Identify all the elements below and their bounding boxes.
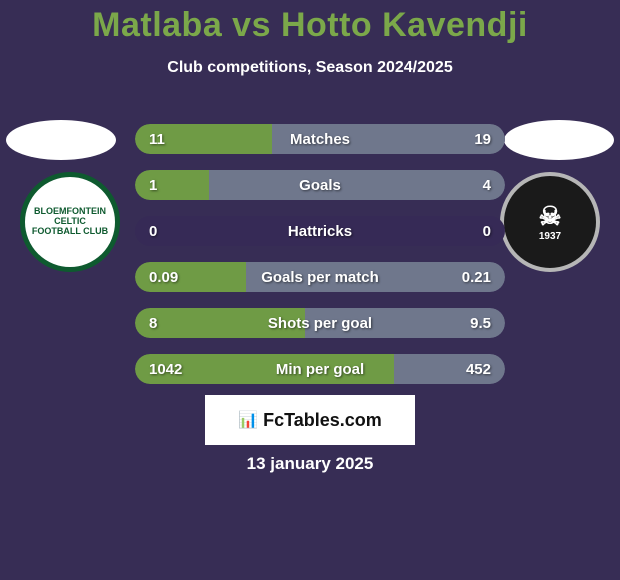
stat-row: 14Goals — [135, 170, 505, 200]
chart-icon: 📊 — [238, 410, 257, 430]
stat-label: Shots per goal — [135, 315, 505, 332]
date-label: 13 january 2025 — [0, 454, 620, 474]
stat-label: Hattricks — [135, 223, 505, 240]
watermark: 📊 FcTables.com — [205, 395, 415, 445]
comparison-infographic: Matlaba vs Hotto Kavendji Club competiti… — [0, 0, 620, 580]
stat-label: Matches — [135, 131, 505, 148]
subtitle: Club competitions, Season 2024/2025 — [0, 59, 620, 77]
stat-label: Goals — [135, 177, 505, 194]
stat-label: Min per goal — [135, 361, 505, 378]
stat-label: Goals per match — [135, 269, 505, 286]
club-badge-left: BLOEMFONTEIN CELTIC FOOTBALL CLUB — [20, 172, 120, 272]
stat-row: 1042452Min per goal — [135, 354, 505, 384]
stat-row: 0.090.21Goals per match — [135, 262, 505, 292]
stat-row: 1119Matches — [135, 124, 505, 154]
player-photo-right — [504, 120, 614, 160]
club-badge-right: ☠ 1937 — [500, 172, 600, 272]
watermark-text: FcTables.com — [263, 410, 382, 431]
stat-row: 89.5Shots per goal — [135, 308, 505, 338]
page-title: Matlaba vs Hotto Kavendji — [0, 0, 620, 45]
club-right-inner: ☠ 1937 — [538, 203, 561, 242]
stat-bars: 1119Matches 14Goals 00Hattricks 0.090.21Goa… — [135, 124, 505, 400]
club-right-year: 1937 — [538, 231, 561, 242]
stat-row: 00Hattricks — [135, 216, 505, 246]
skull-icon: ☠ — [538, 203, 561, 229]
player-photo-left — [6, 120, 116, 160]
club-left-name: BLOEMFONTEIN CELTIC FOOTBALL CLUB — [29, 207, 111, 237]
